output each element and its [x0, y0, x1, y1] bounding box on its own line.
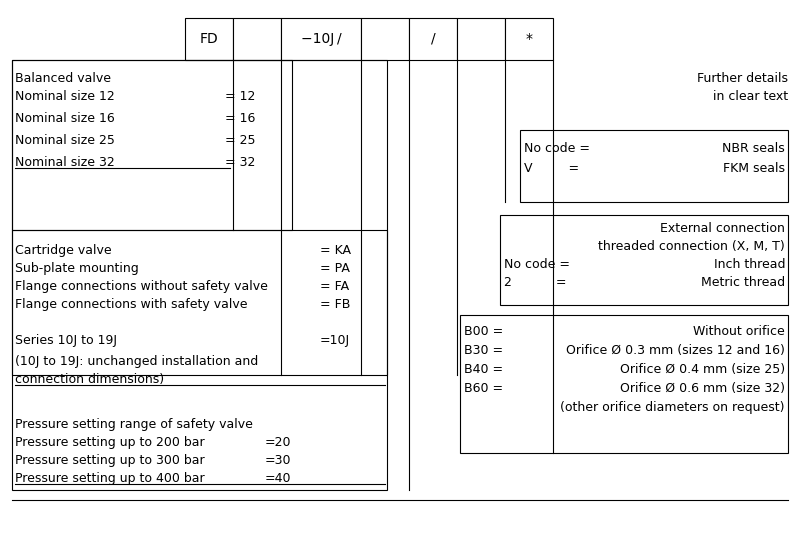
Text: Sub-plate mounting: Sub-plate mounting	[15, 262, 138, 275]
Text: Nominal size 16: Nominal size 16	[15, 112, 114, 125]
Text: Nominal size 12: Nominal size 12	[15, 90, 114, 103]
Text: Flange connections without safety valve: Flange connections without safety valve	[15, 280, 268, 293]
Text: No code =: No code =	[504, 258, 570, 271]
Text: Pressure setting up to 400 bar: Pressure setting up to 400 bar	[15, 472, 205, 485]
Bar	[457, 18, 505, 60]
Text: (other orifice diameters on request): (other orifice diameters on request)	[561, 401, 785, 414]
Bar	[12, 60, 292, 230]
Text: Nominal size 32: Nominal size 32	[15, 156, 114, 169]
Text: in clear text: in clear text	[713, 90, 788, 103]
Text: B60 =: B60 =	[464, 382, 503, 395]
Bar	[460, 315, 788, 453]
Text: B40 =: B40 =	[464, 363, 503, 376]
Text: B00 =: B00 =	[464, 325, 503, 338]
Text: (10J to 19J: unchanged installation and: (10J to 19J: unchanged installation and	[15, 355, 258, 368]
Text: Orifice Ø 0.4 mm (size 25): Orifice Ø 0.4 mm (size 25)	[620, 363, 785, 376]
Text: /: /	[430, 32, 435, 46]
Text: =10J: =10J	[320, 334, 350, 347]
Text: Nominal size 25: Nominal size 25	[15, 134, 115, 147]
Text: Pressure setting range of safety valve: Pressure setting range of safety valve	[15, 418, 253, 431]
Text: threaded connection (X, M, T): threaded connection (X, M, T)	[598, 240, 785, 253]
Bar	[520, 130, 788, 202]
Bar	[409, 18, 457, 60]
Text: NBR seals: NBR seals	[722, 142, 785, 155]
Text: No code =: No code =	[524, 142, 590, 155]
Text: Metric thread: Metric thread	[701, 276, 785, 289]
Text: Inch thread: Inch thread	[714, 258, 785, 271]
Text: Orifice Ø 0.3 mm (sizes 12 and 16): Orifice Ø 0.3 mm (sizes 12 and 16)	[566, 344, 785, 357]
Text: =20: =20	[265, 436, 291, 449]
Text: Cartridge valve: Cartridge valve	[15, 244, 112, 257]
Text: B30 =: B30 =	[464, 344, 503, 357]
Text: V         =: V =	[524, 162, 579, 175]
Text: −10J /: −10J /	[301, 32, 342, 46]
Text: = FA: = FA	[320, 280, 349, 293]
Text: = FB: = FB	[320, 298, 350, 311]
Text: Pressure setting up to 200 bar: Pressure setting up to 200 bar	[15, 436, 205, 449]
Text: =30: =30	[265, 454, 291, 467]
Text: = 16: = 16	[225, 112, 255, 125]
Text: Flange connections with safety valve: Flange connections with safety valve	[15, 298, 247, 311]
Text: =40: =40	[265, 472, 291, 485]
Bar	[361, 18, 409, 60]
Bar	[500, 215, 788, 305]
Text: = KA: = KA	[320, 244, 351, 257]
Bar	[185, 18, 233, 60]
Text: Balanced valve: Balanced valve	[15, 72, 111, 85]
Bar	[12, 60, 387, 490]
Text: Pressure setting up to 300 bar: Pressure setting up to 300 bar	[15, 454, 205, 467]
Text: Orifice Ø 0.6 mm (size 32): Orifice Ø 0.6 mm (size 32)	[620, 382, 785, 395]
Bar	[505, 18, 553, 60]
Text: *: *	[526, 32, 533, 46]
Text: = 25: = 25	[225, 134, 255, 147]
Bar	[281, 18, 361, 60]
Text: connection dimensions): connection dimensions)	[15, 373, 164, 386]
Text: FKM seals: FKM seals	[723, 162, 785, 175]
Text: FD: FD	[200, 32, 218, 46]
Text: Without orifice: Without orifice	[694, 325, 785, 338]
Text: 2           =: 2 =	[504, 276, 566, 289]
Bar	[12, 230, 387, 375]
Bar	[233, 18, 281, 60]
Text: = 32: = 32	[225, 156, 255, 169]
Text: = 12: = 12	[225, 90, 255, 103]
Text: Series 10J to 19J: Series 10J to 19J	[15, 334, 117, 347]
Text: = PA: = PA	[320, 262, 350, 275]
Text: Further details: Further details	[697, 72, 788, 85]
Text: External connection: External connection	[660, 222, 785, 235]
